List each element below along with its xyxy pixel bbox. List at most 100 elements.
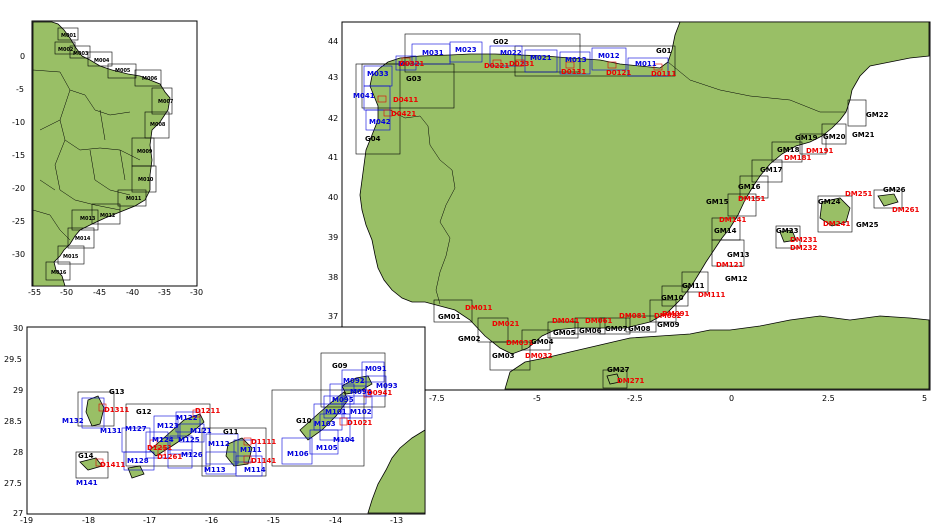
label-GM01: GM01 bbox=[438, 313, 461, 321]
label-M131: M131 bbox=[100, 427, 122, 435]
label-M003: M003 bbox=[73, 51, 89, 57]
label-GM03: GM03 bbox=[492, 352, 515, 360]
tick-y: -15 bbox=[12, 151, 25, 160]
box-D1021 bbox=[339, 417, 348, 426]
tick-x: -18 bbox=[82, 516, 95, 525]
box-D0421 bbox=[383, 109, 393, 117]
label-G10: G10 bbox=[296, 417, 312, 425]
label-M106: M106 bbox=[287, 450, 309, 458]
brazil-y-ticks: 0 -5 -10 -15 -20 -25 -30 bbox=[12, 52, 25, 259]
brazil-box-labels: M001 M002 M003 M004 M005 M006 M007 M008 … bbox=[51, 33, 174, 276]
label-D0421: D0421 bbox=[391, 110, 416, 118]
label-M091: M091 bbox=[365, 365, 387, 373]
box-M106 bbox=[281, 437, 313, 465]
label-M114: M114 bbox=[244, 466, 266, 474]
label-DM041: DM041 bbox=[552, 317, 580, 325]
box-M094 bbox=[341, 385, 367, 405]
label-GM20: GM20 bbox=[823, 133, 846, 141]
label-D1141: D1141 bbox=[251, 457, 276, 465]
brazil-panel: M001 M002 M003 M004 M005 M006 M007 M008 … bbox=[12, 20, 203, 297]
brazil-landmass bbox=[32, 21, 171, 287]
label-M042: M042 bbox=[369, 118, 391, 126]
box-G13 bbox=[77, 391, 115, 427]
box-M112 bbox=[205, 433, 239, 465]
label-DM141: DM141 bbox=[719, 216, 747, 224]
label-GM23: GM23 bbox=[776, 227, 799, 235]
label-M103: M103 bbox=[314, 420, 336, 428]
box-D0121 bbox=[607, 61, 617, 69]
label-GM08: GM08 bbox=[628, 325, 651, 333]
box-GM01 bbox=[433, 299, 473, 323]
label-GM25: GM25 bbox=[856, 221, 879, 229]
label-DM061: DM061 bbox=[585, 317, 613, 325]
box-GM20 bbox=[821, 123, 847, 145]
canary-panel: G09 G10 G11 G12 G13 G14 M091 M092 M093 M… bbox=[4, 324, 426, 525]
box-M004 bbox=[87, 51, 113, 67]
label-G14: G14 bbox=[78, 452, 94, 460]
label-M014: M014 bbox=[75, 236, 91, 242]
label-G11: G11 bbox=[223, 428, 239, 436]
box-M010 bbox=[131, 165, 157, 193]
label-G09: G09 bbox=[332, 362, 348, 370]
label-DM232: DM232 bbox=[790, 244, 818, 252]
box-M005 bbox=[107, 63, 137, 79]
label-GM10: GM10 bbox=[661, 294, 684, 302]
box-M006 bbox=[134, 69, 162, 87]
iberia-red-boxes bbox=[377, 57, 663, 117]
label-DM231: DM231 bbox=[790, 236, 818, 244]
label-M012: M012 bbox=[100, 213, 116, 219]
label-GM07: GM07 bbox=[605, 325, 628, 333]
box-GM08 bbox=[625, 315, 657, 333]
tick-y: 42 bbox=[328, 114, 338, 123]
tick-y: -10 bbox=[12, 118, 25, 127]
label-M101: M101 bbox=[325, 408, 347, 416]
label-M102: M102 bbox=[350, 408, 372, 416]
tick-x: -2.5 bbox=[627, 394, 643, 403]
box-D1141 bbox=[243, 455, 252, 464]
tick-x: 0 bbox=[729, 394, 734, 403]
box-M008 bbox=[144, 111, 170, 139]
label-M127: M127 bbox=[125, 425, 147, 433]
label-G04: G04 bbox=[365, 135, 381, 143]
box-GM06 bbox=[574, 317, 606, 335]
label-DM021: DM021 bbox=[492, 320, 520, 328]
label-DM151: DM151 bbox=[738, 195, 766, 203]
label-D0111: D0111 bbox=[651, 70, 676, 78]
label-M104: M104 bbox=[333, 436, 355, 444]
brazil-borders bbox=[32, 69, 141, 241]
tick-y: -5 bbox=[16, 85, 24, 94]
label-D0411: D0411 bbox=[393, 96, 418, 104]
label-M011: M011 bbox=[126, 196, 142, 202]
label-M004: M004 bbox=[94, 58, 110, 64]
iberia-panel: G01 G02 G03 G04 M011 M012 M013 M021 M022… bbox=[328, 21, 931, 403]
box-GM18 bbox=[771, 141, 803, 163]
label-D1111: D1111 bbox=[251, 438, 276, 446]
label-GM11: GM11 bbox=[682, 282, 705, 290]
box-GM09 bbox=[649, 299, 677, 323]
box-GM26 bbox=[873, 189, 903, 209]
label-D0131: D0131 bbox=[561, 68, 586, 76]
tick-y: 0 bbox=[20, 52, 25, 61]
tick-y: -30 bbox=[12, 250, 25, 259]
iberia-blue-boxes bbox=[363, 41, 669, 131]
africa-coast-landmass bbox=[367, 429, 426, 514]
box-M014 bbox=[67, 227, 95, 249]
label-DM181: DM181 bbox=[784, 154, 812, 162]
box-M103 bbox=[313, 403, 343, 431]
label-DM011: DM011 bbox=[465, 304, 493, 312]
canary-x-ticks: -19 -18 -17 -16 -15 -14 -13 bbox=[20, 516, 403, 525]
la-palma-island bbox=[85, 395, 105, 427]
iberia-landmass bbox=[359, 21, 930, 355]
brazil-boxes bbox=[45, 27, 173, 281]
box-GM05 bbox=[547, 321, 579, 339]
box-M002 bbox=[54, 41, 76, 55]
tick-y: 37 bbox=[328, 312, 338, 321]
label-M008: M008 bbox=[150, 122, 166, 128]
box-M011 bbox=[117, 189, 147, 207]
tick-x: -35 bbox=[158, 288, 171, 297]
canary-labels: G09 G10 G11 G12 G13 G14 M091 M092 M093 M… bbox=[62, 362, 398, 487]
tick-x: -5 bbox=[533, 394, 541, 403]
label-GM27: GM27 bbox=[607, 366, 630, 374]
box-D0411 bbox=[377, 95, 387, 103]
box-D1211 bbox=[192, 409, 201, 418]
